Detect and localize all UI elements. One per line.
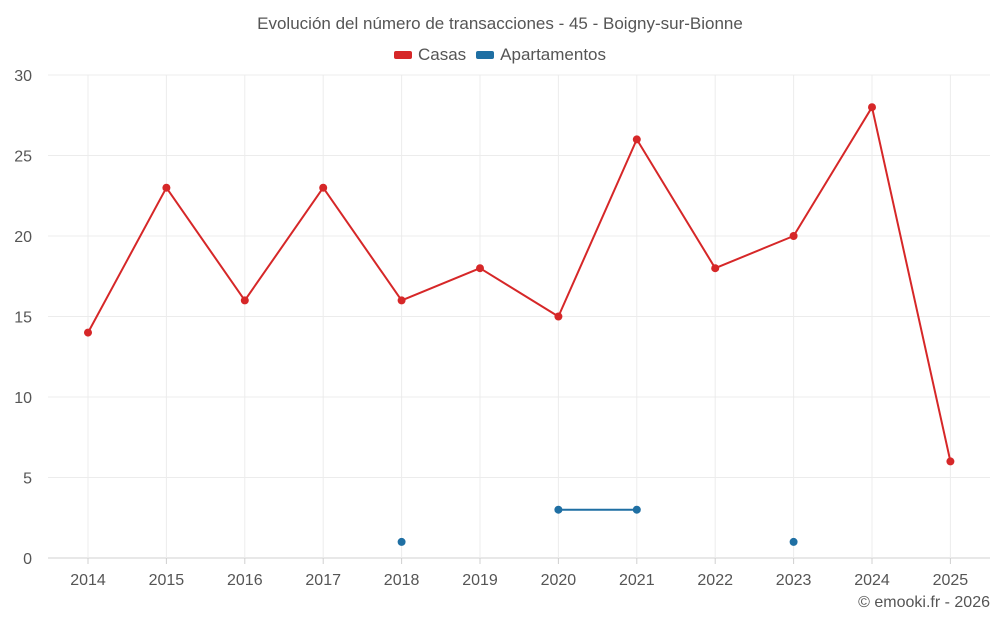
x-tick-label: 2019 (462, 572, 498, 589)
x-tick-label: 2023 (776, 572, 812, 589)
legend-item-apartamentos[interactable]: Apartamentos (476, 45, 606, 65)
y-tick-label: 5 (23, 471, 32, 488)
data-point-casas (476, 264, 484, 273)
legend-swatch-apartamentos (476, 51, 495, 59)
data-point-casas (868, 103, 876, 112)
data-point-casas (319, 183, 328, 192)
x-tick-label: 2021 (619, 572, 655, 589)
data-point-apartamentos (632, 505, 641, 514)
data-point-casas (946, 457, 955, 466)
x-tick-label: 2014 (70, 572, 106, 589)
data-point-casas (84, 328, 92, 337)
x-tick-label: 2024 (854, 572, 890, 589)
data-point-casas (554, 312, 563, 321)
x-tick-label: 2017 (305, 572, 341, 589)
x-tick-label: 2020 (541, 572, 577, 589)
data-point-apartamentos (397, 537, 406, 546)
data-point-casas (711, 264, 720, 273)
legend: Casas Apartamentos (0, 45, 1000, 65)
data-point-apartamentos (789, 537, 798, 546)
y-tick-label: 25 (14, 149, 32, 166)
data-point-casas (789, 232, 798, 240)
series-line-casas (87, 106, 952, 462)
data-point-casas (632, 135, 641, 144)
data-point-casas (397, 296, 406, 305)
x-tick-label: 2025 (933, 572, 969, 589)
y-tick-label: 15 (14, 310, 32, 327)
legend-label-apartamentos: Apartamentos (500, 45, 607, 64)
legend-item-casas[interactable]: Casas (393, 45, 467, 65)
legend-swatch-casas (393, 51, 412, 59)
x-tick-label: 2018 (384, 572, 420, 589)
y-tick-label: 0 (23, 551, 32, 568)
chart-title: Evolución del número de transacciones - … (257, 14, 743, 33)
data-point-casas (162, 183, 171, 192)
y-tick-label: 10 (14, 390, 32, 407)
x-tick-label: 2016 (227, 572, 263, 589)
x-tick-label: 2015 (149, 572, 185, 589)
y-tick-label: 20 (14, 229, 32, 246)
y-tick-label: 30 (14, 68, 32, 85)
legend-label-casas: Casas (417, 45, 467, 64)
data-point-apartamentos (554, 505, 563, 514)
data-point-casas (240, 296, 249, 305)
copyright-footer: © emooki.fr - 2026 (858, 594, 990, 611)
x-tick-label: 2022 (697, 572, 733, 589)
